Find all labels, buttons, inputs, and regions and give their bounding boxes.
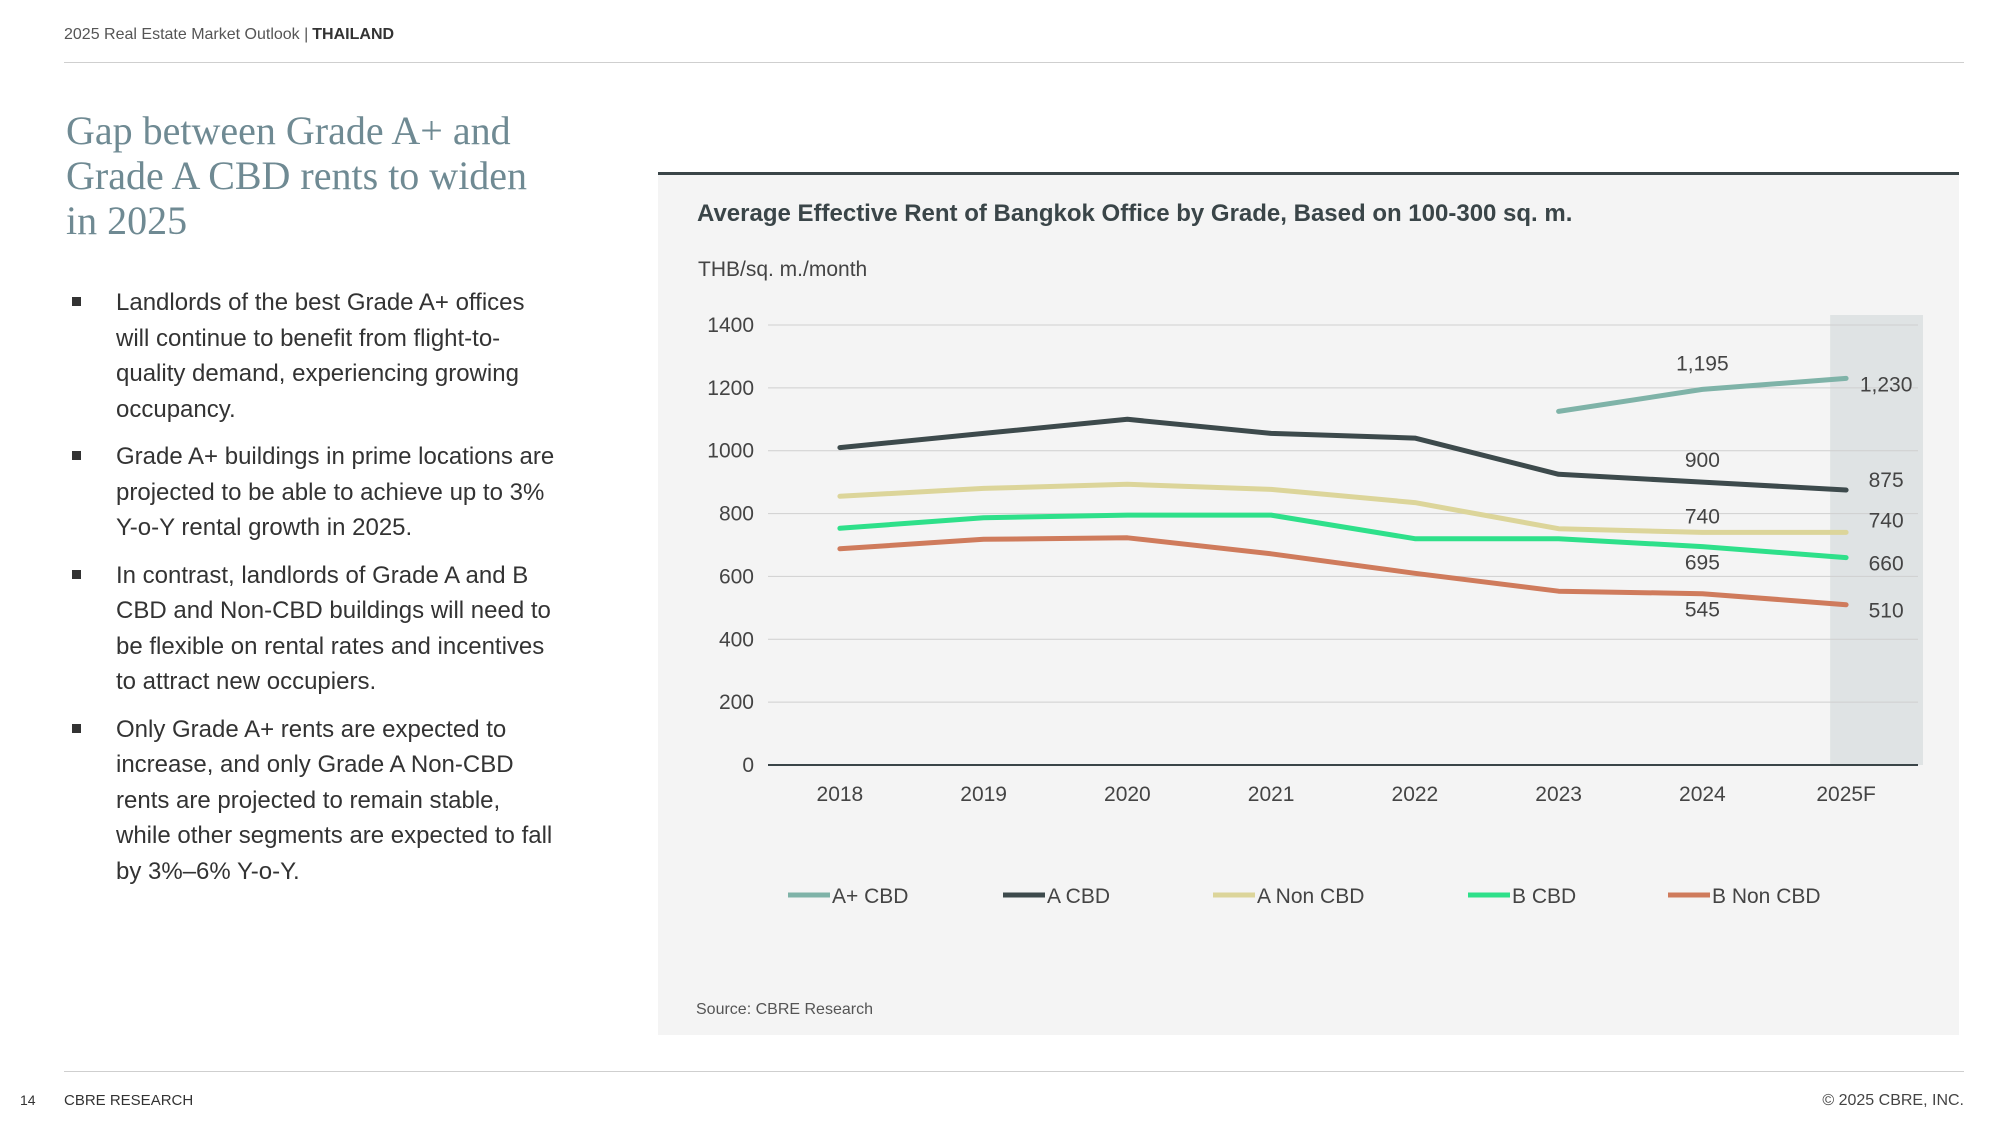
legend-label: A Non CBD <box>1257 885 1364 908</box>
bullet-square-icon <box>72 451 81 460</box>
x-tick-label: 2025F <box>1816 783 1876 806</box>
y-tick-label: 400 <box>719 628 754 651</box>
x-tick-label: 2020 <box>1104 783 1151 806</box>
chart-title: Average Effective Rent of Bangkok Office… <box>697 200 1573 227</box>
x-tick-label: 2023 <box>1535 783 1582 806</box>
series-line-a-cbd <box>837 416 1849 493</box>
footer-label: CBRE RESEARCH <box>64 1092 194 1109</box>
y-tick-label: 200 <box>719 691 754 714</box>
footer-divider <box>64 1071 1964 1072</box>
y-tick-label: 1000 <box>707 440 754 463</box>
report-title: 2025 Real Estate Market Outlook | <box>64 26 309 43</box>
series-line-b-non-cbd <box>837 535 1849 608</box>
legend-label: B CBD <box>1512 885 1576 908</box>
series-line-a-cbd <box>1556 375 1849 414</box>
bullet-item: Only Grade A+ rents are expected to incr… <box>70 712 560 890</box>
bullet-text: In contrast, landlords of Grade A and B … <box>116 561 551 696</box>
legend-label: B Non CBD <box>1712 885 1821 908</box>
forecast-shade <box>1830 315 1923 765</box>
report-country: THAILAND <box>312 26 395 43</box>
x-tick-label: 2019 <box>960 783 1007 806</box>
page-title: Gap between Grade A+ and Grade A CBD ren… <box>66 108 528 243</box>
data-label: 510 <box>1869 600 1904 623</box>
bullet-text: Only Grade A+ rents are expected to incr… <box>116 715 553 885</box>
page-number: 14 <box>20 1092 36 1108</box>
data-label: 1,195 <box>1676 352 1729 375</box>
x-tick-label: 2018 <box>817 783 864 806</box>
data-label: 660 <box>1869 553 1904 576</box>
bullet-text: Grade A+ buildings in prime locations ar… <box>116 443 555 541</box>
data-label: 875 <box>1869 469 1904 492</box>
x-tick-label: 2021 <box>1248 783 1295 806</box>
y-axis-label: THB/sq. m./month <box>698 258 868 281</box>
y-tick-label: 1200 <box>707 377 754 400</box>
bullet-list: Landlords of the best Grade A+ offices w… <box>70 285 560 901</box>
legend-label: A CBD <box>1047 885 1110 908</box>
y-tick-label: 0 <box>742 754 754 777</box>
chart-source: Source: CBRE Research <box>696 1001 873 1018</box>
series-line-a-non-cbd <box>837 481 1849 535</box>
report-header: 2025 Real Estate Market Outlook | THAILAN… <box>64 26 394 44</box>
y-tick-label: 1400 <box>707 314 754 337</box>
bullet-square-icon <box>72 297 81 306</box>
bullet-square-icon <box>72 723 81 733</box>
bullet-item: In contrast, landlords of Grade A and B … <box>70 558 560 700</box>
copyright: © 2025 CBRE, INC. <box>1822 1092 1964 1109</box>
x-tick-label: 2024 <box>1679 783 1726 806</box>
data-label: 740 <box>1869 509 1904 532</box>
series-line-b-cbd <box>837 512 1849 561</box>
bullet-square-icon <box>72 569 81 579</box>
header-divider <box>64 62 1964 63</box>
bullet-text: Landlords of the best Grade A+ offices w… <box>116 289 525 423</box>
bullet-item: Landlords of the best Grade A+ offices w… <box>70 285 560 427</box>
x-tick-label: 2022 <box>1392 783 1439 806</box>
chart-panel <box>658 172 1959 1035</box>
line-chart: 0 200 400 600 800 1000 1200 1400 2018 2019 2020 202… <box>707 314 1923 908</box>
data-label: 1,230 <box>1860 373 1913 396</box>
data-label: 695 <box>1685 552 1720 575</box>
y-tick-label: 600 <box>719 565 754 588</box>
data-label: 545 <box>1685 599 1720 622</box>
y-tick-label: 800 <box>719 503 754 526</box>
data-label: 900 <box>1685 449 1720 472</box>
data-label: 740 <box>1685 505 1720 528</box>
legend-label: A+ CBD <box>832 885 908 908</box>
bullet-item: Grade A+ buildings in prime locations ar… <box>70 439 560 546</box>
